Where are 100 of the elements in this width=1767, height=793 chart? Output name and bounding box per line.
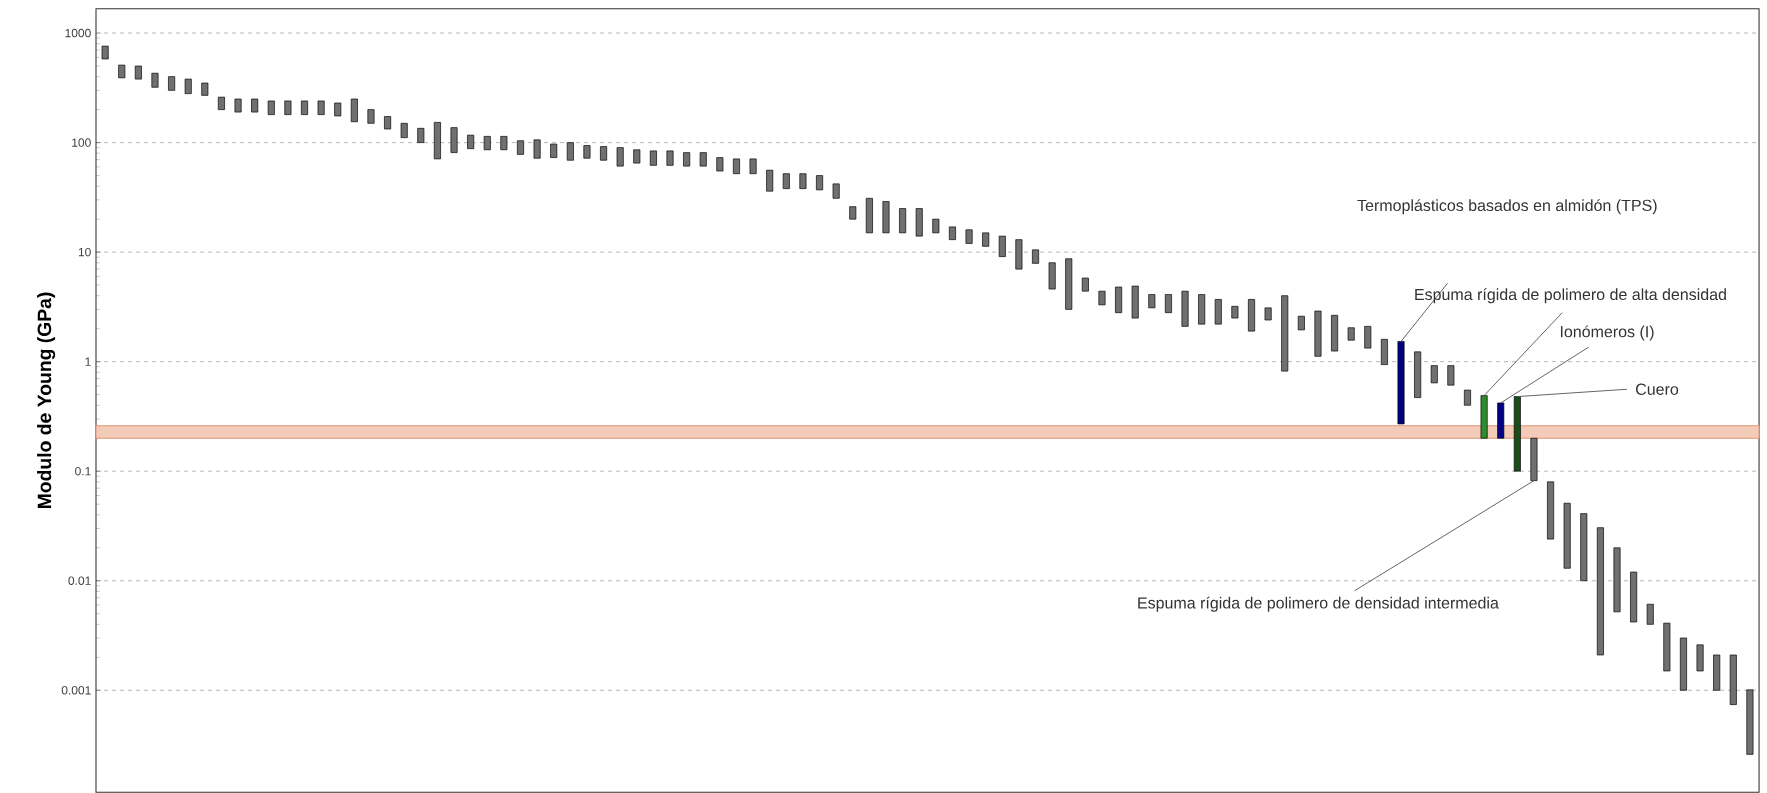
bar	[467, 134, 475, 150]
bar	[450, 127, 458, 153]
bar	[217, 96, 225, 110]
bar	[384, 116, 392, 130]
bar	[633, 149, 641, 164]
y-tick-label: 0.001	[61, 686, 91, 695]
bar	[1248, 299, 1255, 332]
bar	[184, 78, 192, 94]
bar	[1164, 294, 1172, 314]
bar	[1264, 307, 1272, 321]
y-axis-title: Modulo de Young (GPa)	[37, 292, 56, 509]
bar	[1115, 286, 1123, 314]
bar	[998, 235, 1006, 257]
bar	[350, 98, 358, 123]
bar	[1596, 527, 1604, 656]
bar	[1746, 689, 1754, 755]
bar	[1015, 239, 1023, 270]
annotation: Ionómeros (I)	[1560, 325, 1654, 341]
bar	[1447, 365, 1455, 386]
bar	[550, 143, 558, 158]
bar	[1231, 306, 1239, 319]
bar	[1081, 277, 1089, 292]
bar	[699, 152, 707, 167]
bar	[533, 139, 541, 159]
bar	[882, 201, 890, 234]
bar	[1646, 603, 1654, 625]
bar	[649, 150, 657, 166]
annotation: Cuero	[1636, 383, 1679, 395]
bar	[1314, 310, 1322, 357]
bar	[716, 157, 724, 172]
bar	[1065, 258, 1073, 310]
bar	[433, 122, 441, 160]
bar	[1032, 249, 1040, 264]
bar	[334, 102, 342, 117]
bar	[1098, 290, 1106, 306]
y-tick-label: 0.1	[75, 466, 91, 476]
bar	[899, 208, 907, 234]
bar	[832, 183, 840, 199]
bar	[400, 122, 408, 138]
bar	[865, 197, 873, 234]
bar	[101, 45, 109, 60]
bar	[267, 100, 275, 115]
bar	[1547, 481, 1555, 540]
bar	[151, 72, 159, 88]
bar	[782, 173, 790, 189]
bar	[1713, 654, 1721, 691]
bar	[1613, 547, 1621, 613]
bar	[134, 65, 142, 80]
bar	[367, 109, 375, 124]
bar	[1297, 315, 1305, 331]
bar	[483, 136, 491, 151]
bar	[317, 100, 325, 115]
bar	[251, 98, 259, 113]
bar	[201, 82, 209, 96]
bar	[566, 142, 574, 161]
bar	[1497, 402, 1505, 439]
bar	[234, 98, 242, 113]
bar	[799, 173, 807, 189]
bar	[732, 158, 740, 175]
bar	[583, 145, 591, 159]
bar	[284, 100, 292, 115]
bar	[1580, 513, 1588, 582]
bar	[1198, 294, 1206, 325]
bar	[1380, 338, 1388, 365]
bar	[965, 229, 973, 244]
bar	[1696, 644, 1704, 672]
annotation: Espuma rígida de polimero de alta densidad	[1415, 288, 1726, 304]
bar	[1530, 437, 1538, 481]
bar	[301, 100, 308, 115]
bar	[616, 147, 624, 167]
bar	[1214, 299, 1222, 325]
bar	[749, 158, 757, 175]
y-tick-label: 0.01	[68, 576, 91, 585]
annotation: Espuma rígida de polimero de densidad intermedia	[1138, 596, 1499, 612]
bar	[168, 76, 176, 91]
bar	[1480, 395, 1488, 439]
bar	[1630, 571, 1638, 623]
bar	[915, 208, 923, 237]
bar	[1729, 654, 1737, 705]
bar	[849, 206, 857, 220]
bar	[516, 140, 524, 155]
bar	[1347, 327, 1355, 341]
bar	[1364, 326, 1372, 349]
bar	[666, 150, 674, 166]
bar	[816, 175, 824, 191]
bar	[118, 64, 126, 79]
bar	[932, 218, 940, 234]
bar	[1430, 365, 1438, 384]
bar	[948, 226, 956, 240]
bar	[683, 152, 691, 167]
bar	[600, 146, 608, 161]
bar	[1281, 295, 1289, 372]
bar	[1414, 351, 1422, 398]
bar	[766, 169, 774, 192]
bar	[1131, 285, 1139, 319]
bar	[417, 127, 425, 143]
bar	[1563, 502, 1571, 569]
bar	[500, 136, 508, 151]
bar	[1148, 294, 1156, 309]
bar	[1331, 314, 1339, 352]
